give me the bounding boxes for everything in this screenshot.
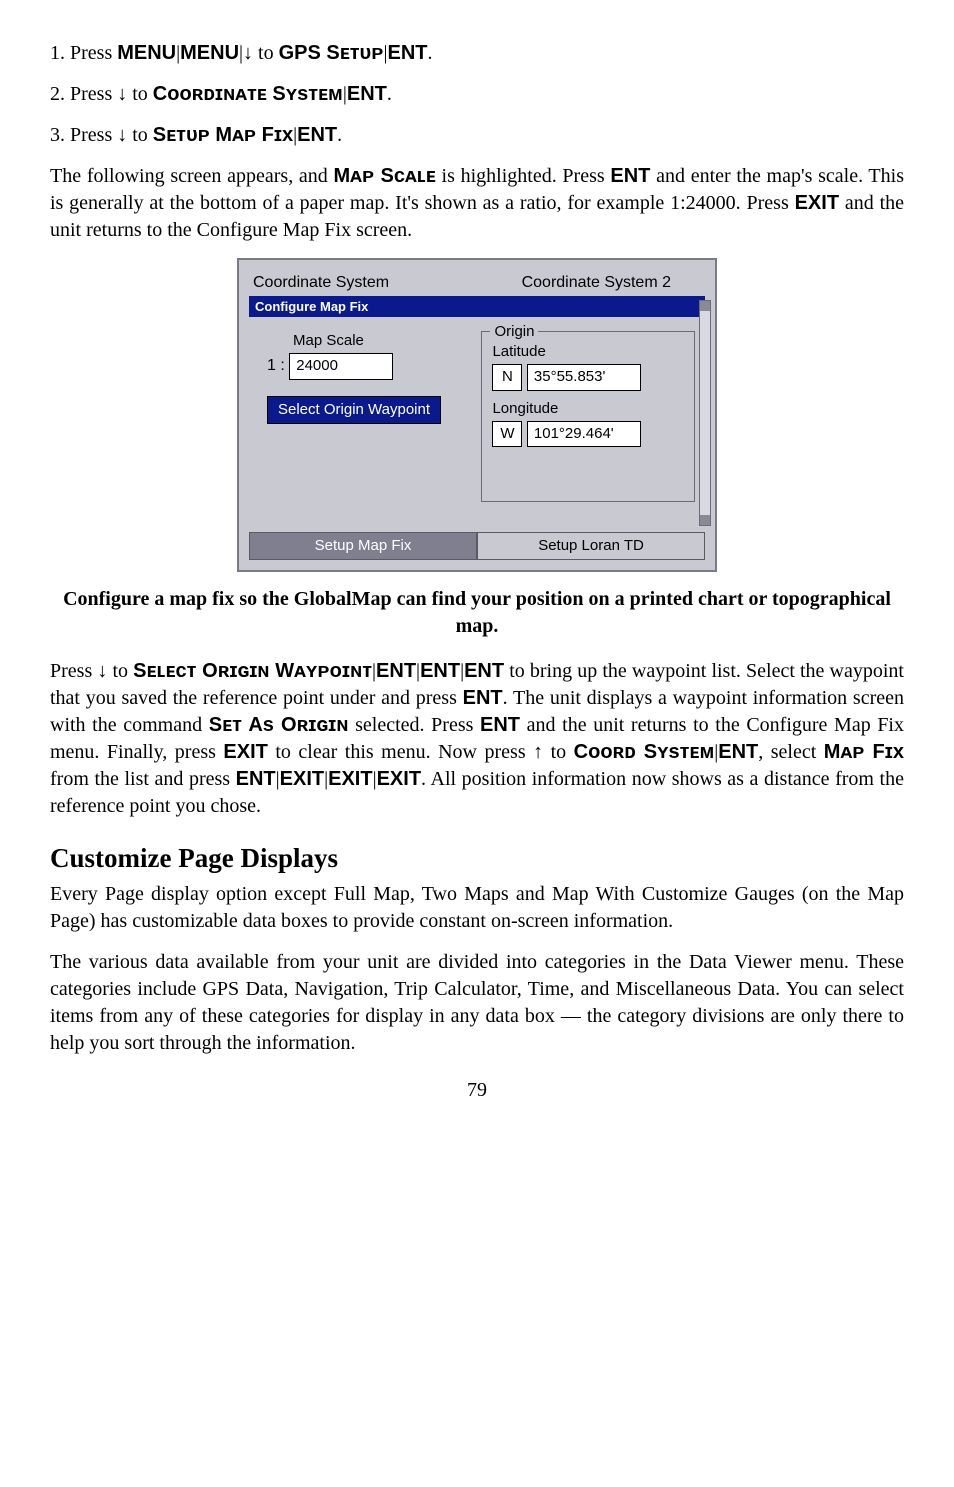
set-as-origin: Sᴇᴛ As Oʀɪɢɪɴ — [209, 714, 349, 736]
down-arrow: ↓ — [243, 42, 253, 64]
select-origin-waypoint: Sᴇʟᴇᴄᴛ Oʀɪɢɪɴ Wᴀʏᴘᴏɪɴᴛ — [133, 660, 372, 682]
lon-dir-input[interactable]: W — [492, 421, 522, 447]
text: from the list and press — [50, 768, 236, 790]
select-origin-waypoint-button[interactable]: Select Origin Waypoint — [267, 396, 441, 424]
map-scale-prefix: 1 : — [267, 357, 285, 374]
text: Press ↓ to — [50, 660, 133, 682]
text: to — [253, 42, 279, 64]
ent-key: ENT — [347, 83, 387, 105]
ent-key: ENT — [463, 687, 503, 709]
tab-row: Coordinate System Coordinate System 2 — [249, 270, 705, 294]
ent-key: ENT — [718, 741, 758, 763]
figure-caption: Configure a map fix so the GlobalMap can… — [50, 586, 904, 640]
exit-key: EXIT — [795, 192, 839, 214]
coord-system: Cᴏᴏʀᴅɪɴᴀᴛᴇ Sʏsᴛᴇᴍ — [153, 83, 343, 105]
right-column: Origin Latitude N 35°55.853' Longitude W… — [481, 331, 695, 502]
text: to clear this menu. Now press ↑ to — [268, 741, 574, 763]
setup-map-fix-tab[interactable]: Setup Map Fix — [249, 532, 477, 560]
ent-key: ENT — [376, 660, 416, 682]
step-3: 3. Press ↓ to Sᴇᴛᴜᴘ Mᴀᴘ Fɪx|ENT. — [50, 122, 904, 149]
text: 1. Press — [50, 42, 117, 64]
ent-key: ENT — [610, 165, 650, 187]
setup-map-fix: Sᴇᴛᴜᴘ Mᴀᴘ Fɪx — [153, 124, 293, 146]
text: selected. Press — [349, 714, 481, 736]
map-scale-row: 1 : 24000 — [267, 353, 463, 379]
exit-key: EXIT — [280, 768, 324, 790]
dialog-panel: Map Scale 1 : 24000 Select Origin Waypoi… — [249, 317, 705, 522]
text: 3. Press ↓ to — [50, 124, 153, 146]
dialog-titlebar: Configure Map Fix — [249, 296, 705, 318]
longitude-label: Longitude — [492, 399, 684, 419]
exit-key: EXIT — [377, 768, 421, 790]
menu-key: MENU — [180, 42, 239, 64]
exit-key: EXIT — [328, 768, 372, 790]
text: 2. Press ↓ to — [50, 83, 153, 105]
page-number: 79 — [50, 1077, 904, 1104]
text: , select — [758, 741, 824, 763]
latitude-label: Latitude — [492, 342, 684, 362]
gps-setup: GPS Sᴇᴛᴜᴘ — [279, 42, 384, 64]
dot: . — [387, 83, 392, 105]
configure-map-fix-dialog: Coordinate System Coordinate System 2 Co… — [237, 258, 717, 572]
lat-dir-input[interactable]: N — [492, 364, 522, 390]
dot: . — [427, 42, 432, 64]
ent-key: ENT — [236, 768, 276, 790]
screenshot-figure: Coordinate System Coordinate System 2 Co… — [50, 258, 904, 572]
map-scale: Mᴀᴘ Sᴄᴀʟᴇ — [334, 165, 436, 187]
scrollbar[interactable] — [699, 300, 711, 526]
ent-key: ENT — [297, 124, 337, 146]
tab-coord-2[interactable]: Coordinate System 2 — [522, 272, 671, 294]
step-1: 1. Press MENU|MENU|↓ to GPS Sᴇᴛᴜᴘ|ENT. — [50, 40, 904, 67]
paragraph-4: The various data available from your uni… — [50, 949, 904, 1057]
exit-key: EXIT — [223, 741, 267, 763]
map-fix: Mᴀᴘ Fɪx — [824, 741, 904, 763]
ent-key: ENT — [464, 660, 504, 682]
setup-loran-td-tab[interactable]: Setup Loran TD — [477, 532, 705, 560]
coord-system: Cᴏᴏʀᴅ Sʏsᴛᴇᴍ — [574, 741, 715, 763]
step-2: 2. Press ↓ to Cᴏᴏʀᴅɪɴᴀᴛᴇ Sʏsᴛᴇᴍ|ENT. — [50, 81, 904, 108]
left-column: Map Scale 1 : 24000 Select Origin Waypoi… — [267, 331, 463, 502]
ent-key: ENT — [387, 42, 427, 64]
paragraph-3: Every Page display option except Full Ma… — [50, 881, 904, 935]
ent-key: ENT — [480, 714, 520, 736]
map-scale-input[interactable]: 24000 — [289, 353, 393, 379]
paragraph-2: Press ↓ to Sᴇʟᴇᴄᴛ Oʀɪɢɪɴ Wᴀʏᴘᴏɪɴᴛ|ENT|EN… — [50, 658, 904, 820]
section-heading: Customize Page Displays — [50, 840, 904, 876]
origin-fieldset: Origin Latitude N 35°55.853' Longitude W… — [481, 331, 695, 502]
origin-legend: Origin — [490, 322, 538, 342]
text: The following screen appears, and — [50, 165, 334, 187]
tab-coord-1[interactable]: Coordinate System — [253, 272, 389, 294]
dot: . — [337, 124, 342, 146]
bottom-tabs: Setup Map Fix Setup Loran TD — [249, 532, 705, 560]
text: is highlighted. Press — [436, 165, 611, 187]
menu-key: MENU — [117, 42, 176, 64]
lon-val-input[interactable]: 101°29.464' — [527, 421, 641, 447]
paragraph-1: The following screen appears, and Mᴀᴘ Sᴄ… — [50, 163, 904, 244]
lat-val-input[interactable]: 35°55.853' — [527, 364, 641, 390]
map-scale-label: Map Scale — [293, 331, 463, 351]
ent-key: ENT — [420, 660, 460, 682]
